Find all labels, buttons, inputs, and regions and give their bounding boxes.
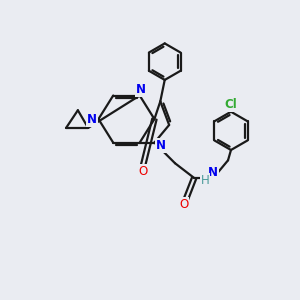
Text: H: H xyxy=(201,174,209,187)
Text: N: N xyxy=(208,166,218,179)
Text: N: N xyxy=(156,139,166,152)
Text: O: O xyxy=(138,165,147,178)
Text: Cl: Cl xyxy=(225,98,237,111)
Text: N: N xyxy=(136,83,146,96)
Text: O: O xyxy=(179,198,188,211)
Text: N: N xyxy=(87,112,97,126)
